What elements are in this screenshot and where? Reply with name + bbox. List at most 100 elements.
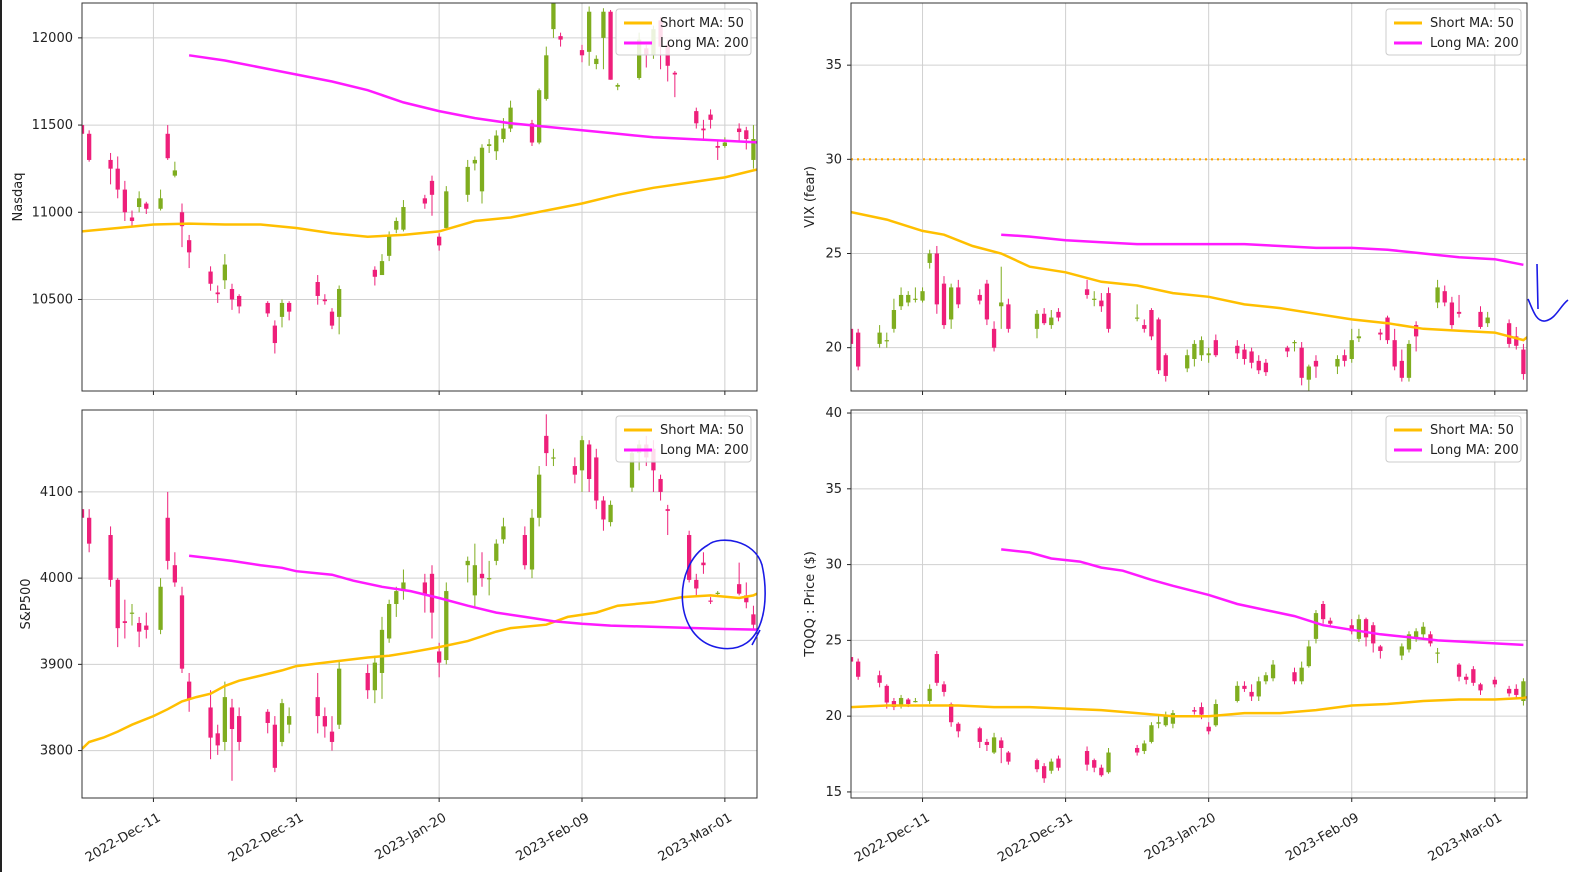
candle-body <box>1206 353 1211 356</box>
candle-body <box>1099 300 1104 307</box>
candle-body <box>913 701 918 703</box>
plot-frame <box>81 409 758 799</box>
candle-body <box>279 703 285 742</box>
y-tick-label: 10500 <box>32 292 73 307</box>
legend-label-long: Long MA: 200 <box>660 36 749 51</box>
candle-body <box>1249 691 1254 697</box>
candle-body <box>422 582 427 596</box>
candle-body <box>108 159 113 169</box>
candle-body <box>322 299 327 302</box>
candle-body <box>1006 752 1011 762</box>
legend-label-short: Short MA: 50 <box>1430 16 1514 31</box>
panel-tqqq: 15 20 25 30 35 40 2022-Dec-11 2022-Dec-31 2023-J… <box>803 406 1528 866</box>
grid <box>851 3 1527 391</box>
candle-body <box>315 282 320 296</box>
candle-body <box>637 39 642 78</box>
x-tick-label: 2023-Feb-09 <box>1283 810 1362 864</box>
candle-body <box>594 58 599 65</box>
candle-body <box>315 697 320 717</box>
candle-body <box>956 287 961 305</box>
candle-body <box>1263 675 1269 682</box>
candle-body <box>977 294 982 301</box>
candle-body <box>544 55 549 99</box>
plot-area <box>851 548 1527 783</box>
candle-body <box>1349 625 1354 632</box>
candle-body <box>737 584 742 594</box>
x-tick-label: 2023-Mar-01 <box>1426 810 1505 864</box>
candle-body <box>437 236 442 246</box>
candle-body <box>1206 726 1211 732</box>
candle-body <box>215 292 220 295</box>
legend-label-short: Short MA: 50 <box>660 423 744 438</box>
candle-body <box>1163 716 1168 726</box>
candle-body <box>401 207 406 230</box>
y-tick-label: 35 <box>825 58 842 73</box>
window-edge <box>0 0 2 872</box>
candle-body <box>1449 302 1455 326</box>
candle-body <box>856 332 861 367</box>
candle-body <box>1041 766 1047 779</box>
candle-body <box>1506 323 1512 344</box>
candle-body <box>587 11 592 52</box>
candle-body <box>1199 340 1204 356</box>
candle-body <box>537 90 542 143</box>
candle-body <box>891 310 897 329</box>
candle-body <box>158 586 163 630</box>
x-tick-label: 2023-Mar-01 <box>656 810 735 864</box>
candle-body <box>1149 310 1154 337</box>
candle-body <box>501 128 506 140</box>
y-axis-label: TQQQ : Price ($) <box>803 551 818 658</box>
candle-body <box>87 133 92 160</box>
candle-body <box>1320 604 1326 620</box>
legend-label-long: Long MA: 200 <box>1430 443 1519 458</box>
candle-body <box>1084 289 1090 295</box>
y-axis-label: VIX (fear) <box>803 166 818 228</box>
candle-body <box>758 92 762 120</box>
candle-body <box>82 125 85 134</box>
candle-body <box>1106 293 1111 329</box>
y-tick-label: 40 <box>825 406 842 421</box>
candle-body <box>1134 317 1140 319</box>
candle-body <box>1213 340 1218 356</box>
candle-body <box>1478 684 1483 691</box>
candle-body <box>672 72 677 75</box>
candle-body <box>265 302 270 314</box>
y-tick-label: 11000 <box>32 205 73 220</box>
candle-body <box>1235 345 1240 354</box>
candle-body <box>572 466 577 475</box>
plot-frame <box>850 409 1528 799</box>
candle-body <box>751 139 756 160</box>
y-axis-label: Nasdaq <box>11 173 26 222</box>
candle-body <box>1464 676 1469 680</box>
candle-body <box>1378 332 1383 335</box>
candle-body <box>949 287 954 320</box>
panel-nasdaq: 10500 11000 11500 12000 Nasdaq Short MA: 50 Lo… <box>11 2 762 395</box>
candle-body <box>744 130 749 140</box>
candle-body <box>444 591 449 661</box>
y-tick-label: 4100 <box>40 485 73 500</box>
candle-body <box>472 565 477 596</box>
candle-body <box>1056 758 1061 768</box>
candle-body <box>265 711 270 723</box>
plot-area <box>82 414 757 781</box>
annotation-circle <box>681 539 766 650</box>
candle-body <box>394 220 399 230</box>
candle-body <box>877 675 882 683</box>
candle-body <box>1292 672 1297 682</box>
y-tick-label: 20 <box>825 341 842 356</box>
grid <box>851 410 1527 798</box>
candle-body <box>537 474 542 518</box>
candle-body <box>608 11 613 80</box>
candle-body <box>1149 725 1154 742</box>
candle-body <box>215 733 220 746</box>
candle-body <box>172 565 177 583</box>
candle-body <box>1356 336 1362 339</box>
candle-body <box>272 724 277 768</box>
candle-body <box>1142 743 1147 752</box>
candle-body <box>387 604 392 639</box>
candle-body <box>187 681 192 699</box>
candle-body <box>701 128 706 131</box>
legend-label-long: Long MA: 200 <box>1430 36 1519 51</box>
candle-body <box>129 612 135 614</box>
candle-body <box>222 264 227 281</box>
